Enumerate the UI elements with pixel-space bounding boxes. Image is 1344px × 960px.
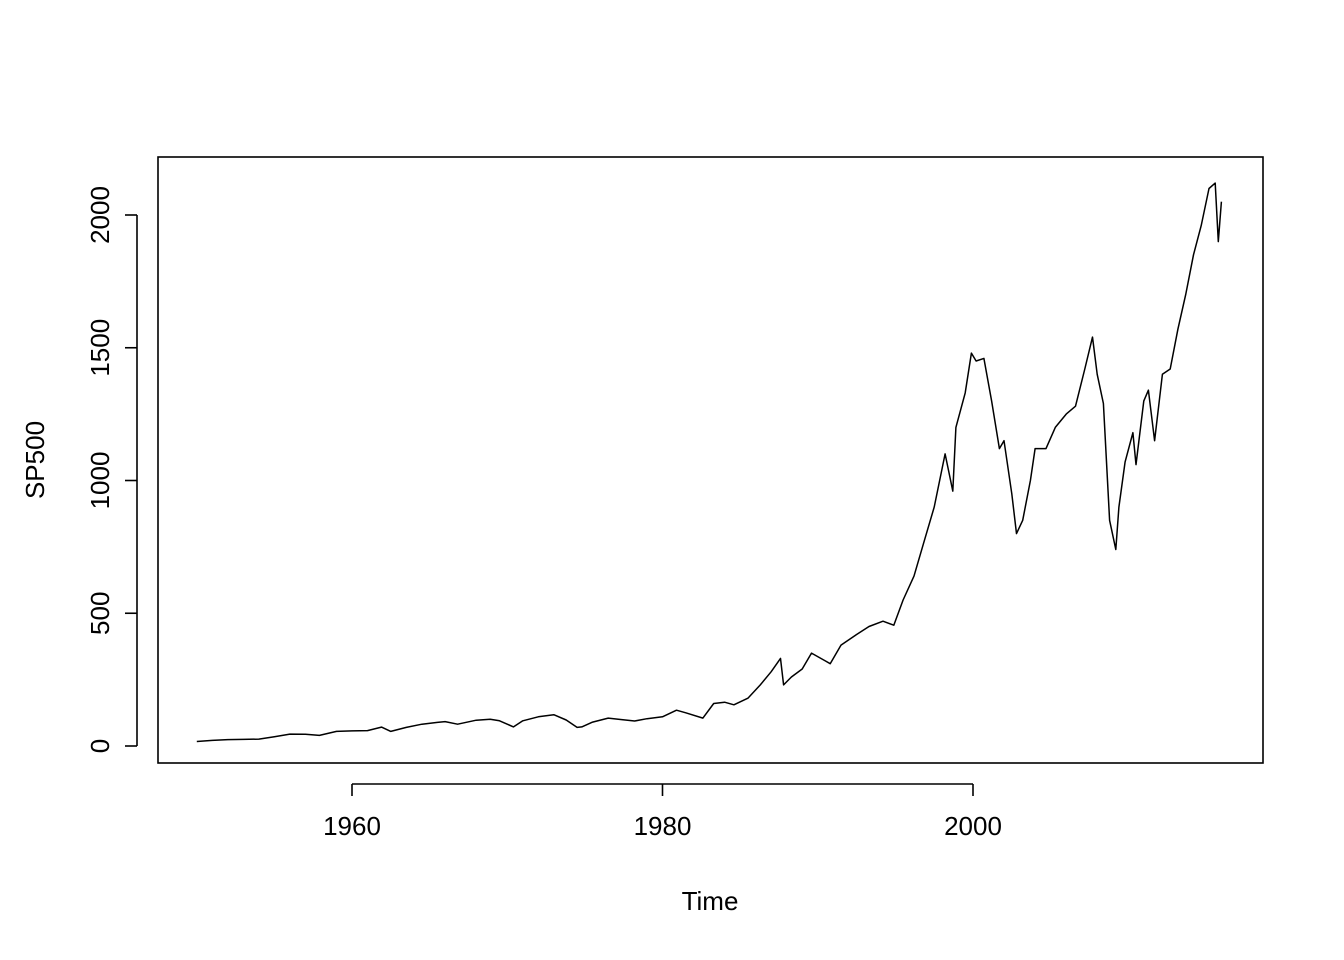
sp500-series-line (196, 182, 1223, 743)
x-tick-label: 1960 (323, 811, 381, 841)
y-tick-label: 1000 (85, 452, 115, 510)
y-tick-label: 500 (85, 592, 115, 635)
x-axis: 1960 1980 2000 (323, 783, 1002, 841)
x-tick-label: 1980 (634, 811, 692, 841)
y-tick-label: 0 (85, 739, 115, 753)
y-axis-title: SP500 (20, 421, 50, 499)
y-axis: 0 500 1000 1500 2000 (85, 186, 138, 753)
x-tick-label: 2000 (944, 811, 1002, 841)
y-tick-label: 2000 (85, 186, 115, 244)
y-tick-label: 1500 (85, 319, 115, 377)
x-axis-title: Time (682, 886, 739, 916)
plot-frame (157, 156, 1264, 764)
